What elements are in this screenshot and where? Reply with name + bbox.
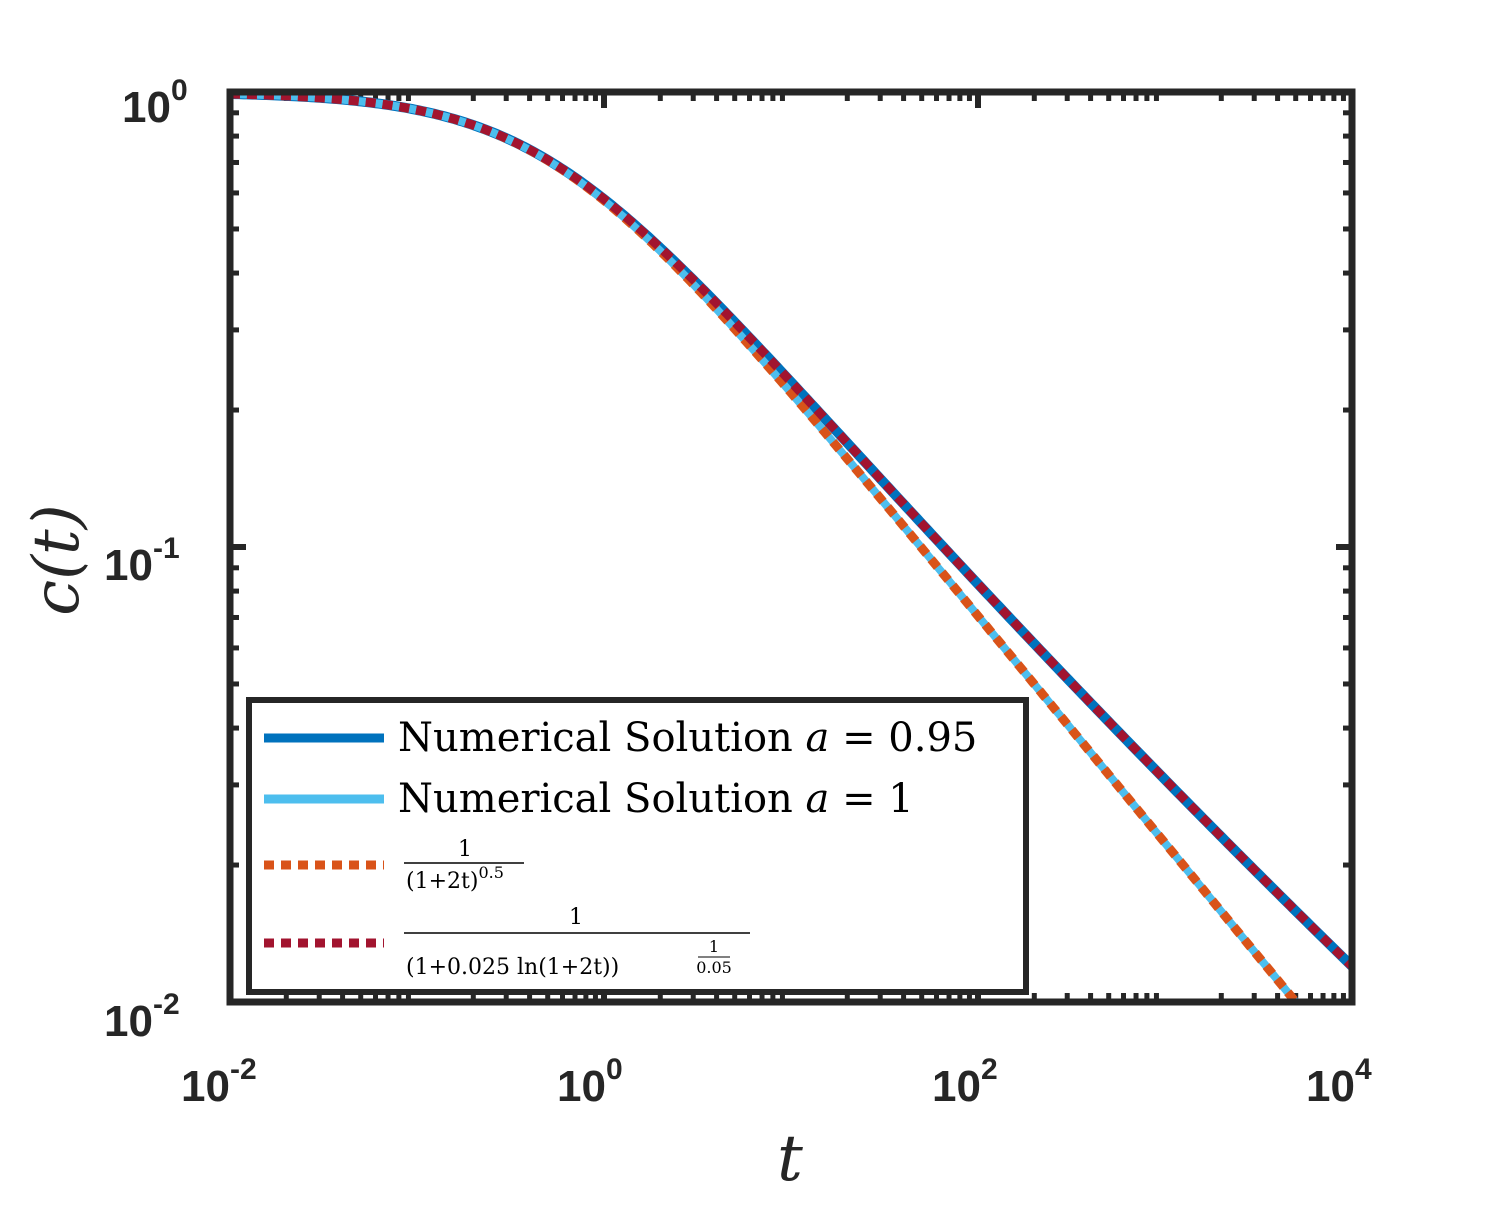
legend-log-denominator: (1+0.025 ln(1+2t)) — [406, 955, 619, 980]
y-tick-label: 10-1 — [104, 532, 180, 590]
legend-log-numerator: 1 — [569, 905, 583, 930]
legend-label-power: 1 (1+2t)0.5 — [404, 837, 524, 894]
y-tick-label: 100 — [122, 74, 188, 132]
y-tick-label: 10-2 — [104, 988, 180, 1046]
x-axis-label: t — [777, 1122, 803, 1196]
x-tick-label: 10-2 — [181, 1053, 257, 1111]
legend-box — [246, 697, 1029, 995]
legend-power-denominator: (1+2t)0.5 — [406, 863, 504, 894]
series-layer — [230, 92, 1352, 1002]
legend-label-log: 1 (1+0.025 ln(1+2t)) 1 0.05 — [404, 905, 750, 980]
legend-label-a1: Numerical Solution a = 1 — [398, 776, 914, 822]
legend-power-numerator: 1 — [458, 837, 472, 862]
axes-box — [226, 88, 1356, 1006]
legend: Numerical Solution a = 0.95 Numerical So… — [246, 697, 1029, 995]
series-line — [230, 92, 1352, 970]
y-tick-labels: 100 10-1 10-2 — [104, 74, 188, 1046]
x-tick-label: 100 — [557, 1053, 623, 1111]
legend-log-exp-denominator: 0.05 — [696, 958, 732, 977]
x-tick-labels: 10-2 100 102 104 — [181, 1053, 1372, 1111]
x-tick-label: 104 — [1306, 1053, 1372, 1111]
x-tick-label: 102 — [932, 1053, 998, 1111]
legend-log-exp-numerator: 1 — [709, 937, 719, 956]
legend-label-a095: Numerical Solution a = 0.95 — [398, 715, 977, 761]
y-axis-label: c(t) — [20, 504, 94, 616]
